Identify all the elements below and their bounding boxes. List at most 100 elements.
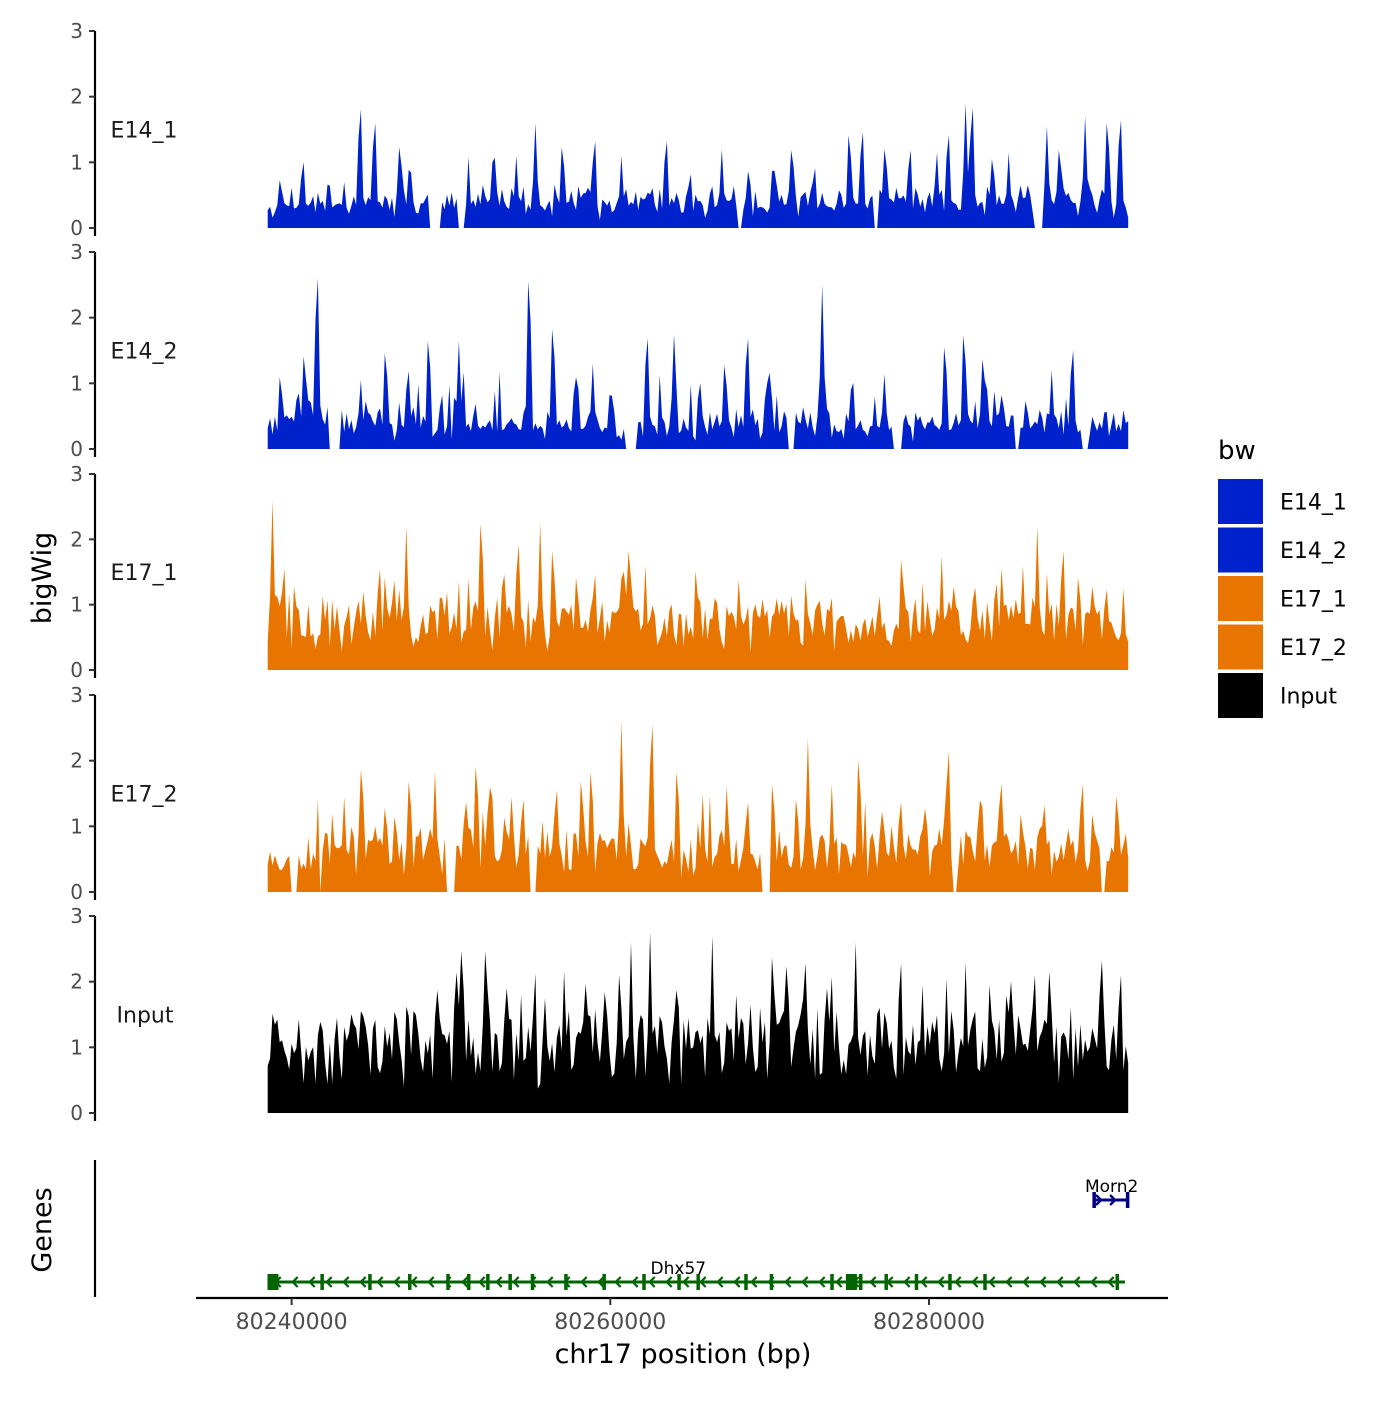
- y-tick-label: 3: [70, 240, 83, 264]
- strand-arrow: [801, 1276, 809, 1288]
- exon: [466, 1274, 471, 1290]
- exon: [602, 1274, 606, 1290]
- y-tick-label: 0: [70, 658, 83, 682]
- exon: [744, 1274, 748, 1290]
- strand-arrow: [1107, 1276, 1115, 1288]
- strand-arrow: [971, 1276, 979, 1288]
- strand-arrow: [1056, 1276, 1064, 1288]
- x-tick-label: 80260000: [554, 1310, 666, 1335]
- exon: [446, 1274, 450, 1290]
- exon: [1115, 1274, 1120, 1290]
- strand-arrow: [427, 1276, 435, 1288]
- y-tick-label: 3: [70, 683, 83, 707]
- y-tick-label: 2: [70, 970, 83, 994]
- signal-area-e17_2: [267, 721, 1129, 892]
- exon: [508, 1274, 512, 1290]
- y-tick-label: 2: [70, 749, 83, 773]
- strand-arrow: [716, 1276, 724, 1288]
- exon: [948, 1274, 952, 1290]
- exon: [408, 1274, 412, 1290]
- gene-label-dhx57: Dhx57: [651, 1259, 707, 1279]
- exon-large: [267, 1274, 279, 1290]
- exon: [696, 1274, 700, 1290]
- strand-arrow: [1005, 1276, 1013, 1288]
- strand-arrow: [954, 1276, 962, 1288]
- strand-arrow: [359, 1276, 367, 1288]
- y-tick-label: 2: [70, 527, 83, 551]
- strand-arrow: [1073, 1276, 1081, 1288]
- strand-arrow: [665, 1276, 673, 1288]
- y-tick-label: 1: [70, 814, 83, 838]
- signal-area-input: [267, 932, 1129, 1113]
- exon: [368, 1274, 372, 1290]
- strand-arrow: [648, 1276, 656, 1288]
- y-tick-label: 3: [70, 462, 83, 486]
- track-label-e17_2: E17_2: [111, 783, 178, 808]
- exon: [530, 1274, 535, 1290]
- strand-arrow: [325, 1276, 333, 1288]
- x-tick-label: 80240000: [236, 1310, 348, 1335]
- y-axis-title: bigWig: [27, 532, 58, 625]
- strand-arrow: [682, 1276, 690, 1288]
- strand-arrow: [937, 1276, 945, 1288]
- y-tick-label: 1: [70, 593, 83, 617]
- legend-key-e17_1: [1218, 576, 1263, 621]
- y-tick-label: 1: [70, 371, 83, 395]
- y-tick-label: 2: [70, 306, 83, 330]
- legend-label-e17_1: E17_1: [1280, 588, 1347, 613]
- strand-arrow: [478, 1276, 486, 1288]
- exon: [884, 1274, 888, 1290]
- strand-arrow: [1109, 1194, 1117, 1206]
- exon: [858, 1274, 863, 1290]
- y-tick-label: 0: [70, 437, 83, 461]
- legend-key-e14_2: [1218, 527, 1263, 573]
- strand-arrow: [410, 1276, 418, 1288]
- x-tick-label: 80280000: [873, 1310, 985, 1335]
- y-tick-label: 0: [70, 880, 83, 904]
- y-tick-label: 3: [70, 19, 83, 43]
- track-label-e17_1: E17_1: [111, 561, 178, 586]
- strand-arrow: [308, 1276, 316, 1288]
- strand-arrow: [988, 1276, 996, 1288]
- legend-label-e17_2: E17_2: [1280, 636, 1347, 661]
- strand-arrow: [580, 1276, 588, 1288]
- y-tick-label: 0: [70, 216, 83, 240]
- strand-arrow: [376, 1276, 384, 1288]
- exon: [1092, 1192, 1096, 1208]
- exon: [486, 1274, 490, 1290]
- strand-arrow: [461, 1276, 469, 1288]
- strand-arrow: [818, 1276, 826, 1288]
- strand-arrow: [631, 1276, 639, 1288]
- exon: [769, 1274, 774, 1290]
- signal-area-e14_1: [267, 103, 1129, 228]
- strand-arrow: [750, 1276, 758, 1288]
- strand-arrow: [903, 1276, 911, 1288]
- y-tick-label: 2: [70, 85, 83, 109]
- strand-arrow: [512, 1276, 520, 1288]
- legend-key-input: [1218, 673, 1263, 718]
- strand-arrow: [1090, 1276, 1098, 1288]
- strand-arrow: [546, 1276, 554, 1288]
- legend-label-input: Input: [1280, 685, 1337, 710]
- strand-arrow: [614, 1276, 622, 1288]
- strand-arrow: [393, 1276, 401, 1288]
- legend-key-e14_1: [1218, 479, 1263, 524]
- exon: [983, 1274, 987, 1290]
- strand-arrow: [1095, 1194, 1103, 1206]
- y-tick-label: 0: [70, 1101, 83, 1125]
- strand-arrow: [342, 1276, 350, 1288]
- y-tick-label: 3: [70, 904, 83, 928]
- strand-arrow: [835, 1276, 843, 1288]
- y-tick-label: 1: [70, 1035, 83, 1059]
- strand-arrow: [291, 1276, 299, 1288]
- exon: [914, 1274, 919, 1290]
- y-tick-label: 1: [70, 150, 83, 174]
- gene-label-morn2: Morn2: [1085, 1177, 1138, 1197]
- strand-arrow: [733, 1276, 741, 1288]
- signal-area-e17_1: [267, 500, 1129, 670]
- strand-arrow: [784, 1276, 792, 1288]
- track-label-input: Input: [117, 1004, 174, 1029]
- strand-arrow: [920, 1276, 928, 1288]
- legend-title: bw: [1218, 436, 1256, 466]
